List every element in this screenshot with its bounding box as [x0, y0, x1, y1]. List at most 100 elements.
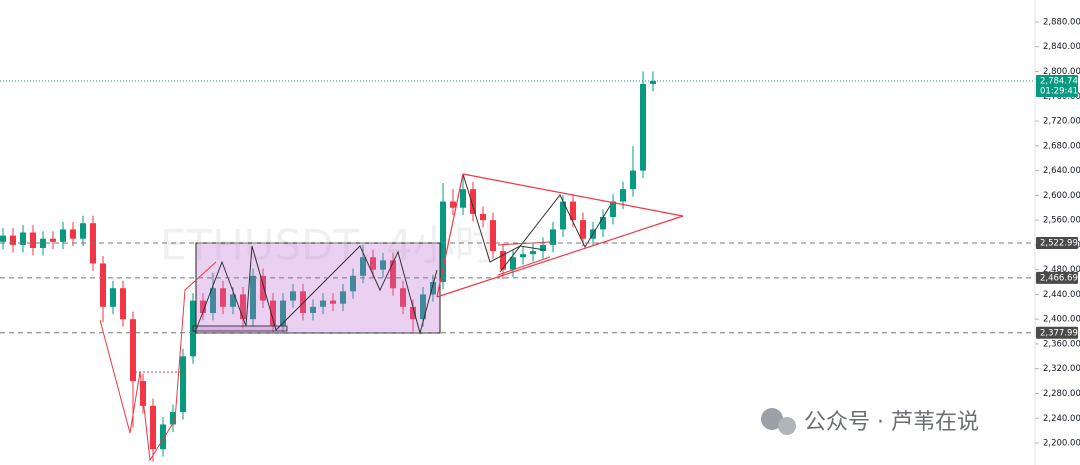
flag-line [497, 256, 551, 276]
last-price-box [1036, 74, 1078, 97]
candle-body [210, 288, 216, 313]
candle-body [600, 217, 606, 230]
candle-body [530, 251, 536, 255]
candle-body [150, 405, 156, 450]
candle-body [630, 170, 636, 190]
candle-body [250, 275, 256, 320]
triangle-line [462, 173, 684, 217]
candle-body [320, 300, 326, 307]
candle-body [310, 306, 316, 313]
candle-body [200, 300, 206, 313]
candle-body [510, 257, 516, 270]
y-tick-label: 2,240.00 [1043, 414, 1080, 424]
y-tick-label: 2,800.00 [1043, 67, 1080, 77]
zigzag [462, 173, 546, 263]
candle-body [140, 381, 146, 406]
candle-body [290, 291, 296, 301]
y-tick-label: 2,640.00 [1043, 166, 1080, 176]
y-tick-label: 2,400.00 [1043, 315, 1080, 325]
candle-body [500, 251, 506, 270]
candle-body [330, 300, 336, 304]
range-base [192, 325, 288, 332]
candle-body [300, 291, 306, 313]
triangle-line [436, 173, 464, 298]
candle-body [550, 229, 556, 245]
last-price-label: 2,784.74 [1040, 76, 1078, 86]
candle-body [410, 306, 416, 320]
countdown: 01:29:41 [1040, 86, 1078, 96]
candle-body [540, 244, 546, 252]
wechat-icon [761, 408, 783, 430]
y-tick-label: 2,880.00 [1043, 17, 1080, 27]
candle-body [240, 294, 246, 320]
candle-body [230, 294, 236, 307]
candle-body [180, 356, 186, 413]
candle-body [120, 288, 126, 320]
candle-body [350, 275, 356, 292]
y-tick-label: 2,840.00 [1043, 42, 1080, 52]
candle-body [340, 291, 346, 304]
level-label: 2,377.99 [1040, 328, 1078, 338]
candle-body [650, 80, 656, 84]
level-label-box [1036, 326, 1078, 339]
candle-body [50, 238, 56, 242]
candle-body [280, 300, 286, 326]
candle-body [400, 288, 406, 307]
candle-body [30, 232, 36, 248]
y-tick-label: 2,440.00 [1043, 290, 1080, 300]
y-tick-label: 2,680.00 [1043, 141, 1080, 151]
candle-body [570, 201, 576, 221]
overlay-text: 公众号 · 芦苇在说 [804, 410, 979, 435]
drawings [99, 173, 684, 462]
candle-body [370, 257, 376, 270]
candle-body [160, 424, 166, 450]
candle-body [620, 189, 626, 202]
wechat-icon [778, 417, 796, 435]
triangle-line [436, 215, 684, 298]
candle-body [40, 238, 46, 248]
candle-body [260, 275, 266, 301]
candle-body [220, 288, 226, 307]
candle-body [470, 189, 476, 214]
y-tick-label: 2,480.00 [1043, 265, 1080, 275]
candle-body [60, 229, 66, 242]
candle-body [610, 201, 616, 218]
candle-body [170, 412, 176, 425]
zigzag-red [99, 261, 217, 462]
candle-body [560, 201, 566, 230]
candle-body [430, 282, 436, 295]
overlay: 公众号 · 芦苇在说 [761, 408, 979, 435]
candle-body [270, 300, 276, 326]
candle-body [460, 189, 466, 208]
y-tick-label: 2,280.00 [1043, 389, 1080, 399]
y-tick-label: 2,360.00 [1043, 339, 1080, 349]
candle-body [420, 294, 426, 320]
y-tick-label: 2,600.00 [1043, 191, 1080, 201]
candle-body [640, 83, 646, 171]
candle-body [130, 319, 136, 382]
candle-body [80, 223, 86, 239]
candle-body [450, 201, 456, 208]
candle-body [380, 260, 386, 270]
candle-body [10, 235, 16, 245]
level-label: 2,522.99 [1040, 239, 1078, 249]
candle-body [520, 254, 526, 258]
candle-body [20, 232, 26, 245]
zigzag [499, 194, 611, 273]
candle-body [360, 257, 366, 276]
candle-body [110, 288, 116, 307]
candle-body [490, 220, 496, 252]
y-tick-label: 2,200.00 [1043, 439, 1080, 449]
y-tick-label: 2,560.00 [1043, 216, 1080, 226]
zigzag [195, 245, 438, 335]
candle-body [480, 213, 486, 221]
y-tick-label: 2,320.00 [1043, 364, 1080, 374]
candle-body [70, 229, 76, 239]
level-label-box [1036, 271, 1078, 284]
level-label: 2,466.69 [1040, 273, 1078, 283]
level-label-box [1036, 237, 1078, 250]
candle-body [390, 260, 396, 289]
candle-body [100, 263, 106, 307]
candle-body [580, 220, 586, 239]
